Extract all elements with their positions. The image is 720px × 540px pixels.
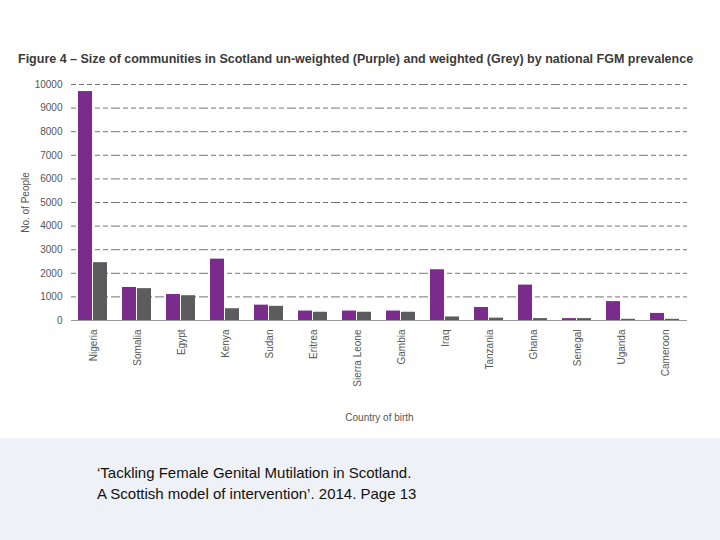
svg-text:1000: 1000 [40,291,63,302]
svg-text:Gambia: Gambia [396,329,407,364]
svg-text:Cameroon: Cameroon [660,330,671,377]
svg-text:Ghana: Ghana [528,329,539,359]
svg-text:10000: 10000 [35,79,63,90]
html-text:‘Tackling Female Genital Mutil: ‘Tackling Female Genital Mutilation in S… [97,464,412,481]
svg-text:Iraq: Iraq [440,330,451,347]
svg-text:0: 0 [57,315,63,326]
svg-text:5000: 5000 [40,197,63,208]
svg-text:9000: 9000 [40,102,63,113]
svg-text:Country of birth: Country of birth [345,412,413,423]
svg-text:Senegal: Senegal [572,330,583,367]
svg-text:Nigeria: Nigeria [88,329,99,361]
svg-text:3000: 3000 [40,244,63,255]
svg-text:Kenya: Kenya [220,329,231,358]
svg-text:Eritrea: Eritrea [308,329,319,359]
html-text:A Scottish model of interventi: A Scottish model of intervention’. 2014.… [97,485,417,502]
svg-text:Tanzania: Tanzania [484,329,495,369]
svg-text:Egypt: Egypt [176,329,187,355]
svg-text:No. of People: No. of People [20,172,31,233]
svg-text:7000: 7000 [40,150,63,161]
svg-text:2000: 2000 [40,268,63,279]
svg-text:Sierra Leone: Sierra Leone [352,329,363,387]
svg-text:4000: 4000 [40,220,63,231]
svg-text:8000: 8000 [40,126,63,137]
svg-text:6000: 6000 [40,173,63,184]
svg-text:Uganda: Uganda [616,329,627,364]
html-text:Figure 4 – Size of communities: Figure 4 – Size of communities in Scotla… [18,52,694,66]
svg-text:Somalia: Somalia [132,329,143,366]
svg-text:Sudan: Sudan [264,330,275,359]
